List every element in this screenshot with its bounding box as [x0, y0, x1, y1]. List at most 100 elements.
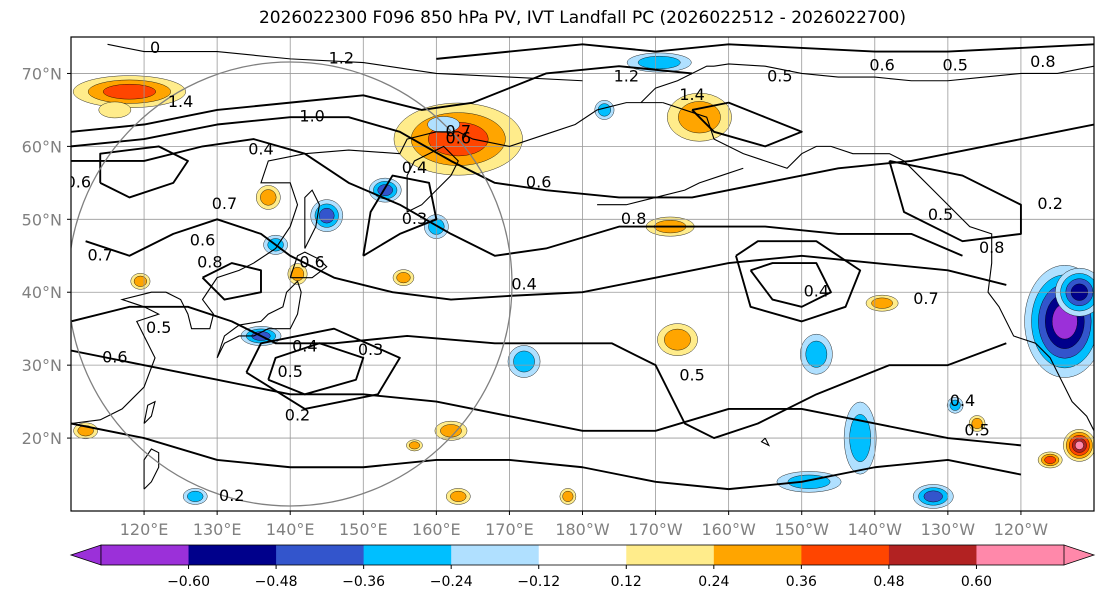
lon-tick-label: 120°E: [120, 520, 169, 539]
shaded-anomaly-23: [1037, 451, 1063, 469]
contour-label: 0.4: [804, 282, 829, 301]
contour-label: 0.4: [511, 274, 536, 293]
shade-level: [408, 441, 420, 450]
colorbar-segment: [538, 545, 627, 565]
contour-label: 0.5: [767, 67, 792, 86]
shade-level: [187, 490, 204, 502]
shade-level: [562, 490, 574, 502]
colorbar-segment: [363, 545, 452, 565]
pv-contour-line: [735, 240, 862, 323]
shade-level: [98, 101, 132, 119]
shaded-anomaly-28: [912, 484, 954, 509]
contour-label: 0.7: [212, 194, 237, 213]
shaded-anomaly-33: [968, 415, 986, 432]
pv-contour-line: [436, 43, 1094, 60]
contour-label: 1.4: [168, 92, 193, 111]
shade-level: [971, 418, 983, 429]
colorbar-tick-label: 0.48: [873, 574, 904, 590]
coastline: [662, 102, 1094, 432]
pv-contour-line: [201, 262, 262, 301]
contour-label: 1.0: [299, 107, 324, 126]
lon-tick-label: 170°E: [485, 520, 534, 539]
contour-label: 0.3: [402, 209, 427, 228]
colorbar-tick-label: −0.48: [255, 574, 298, 590]
contour-label: 0.6: [102, 347, 127, 366]
lon-tick-label: 150°W: [775, 520, 830, 539]
contour-label: 0.5: [146, 318, 171, 337]
pv-contour-line: [71, 116, 1094, 199]
contour-label: 0.8: [621, 209, 646, 228]
colorbar-segment: [888, 545, 977, 565]
contour-label: 0.4: [402, 158, 427, 177]
pv-contour-line: [749, 262, 832, 308]
shade-level: [103, 84, 156, 100]
contour-label: 0.5: [964, 420, 989, 439]
contour-label: 0.5: [277, 362, 302, 381]
shade-level: [871, 297, 893, 309]
lon-tick-label: 140°W: [848, 520, 903, 539]
shade-level: [637, 55, 681, 70]
lat-tick-label: 40°N: [22, 283, 62, 302]
lon-tick-label: 160°E: [412, 520, 461, 539]
colorbar-segment: [626, 545, 715, 565]
shaded-anomaly-18: [626, 52, 692, 73]
colorbar-tick-label: 0.12: [611, 574, 642, 590]
colorbar: −0.60 −0.48 −0.36 −0.24 −0.12 0.12 0.24 0.36 0.4…: [69, 544, 1096, 590]
shade-level: [133, 275, 147, 287]
shade-level: [319, 207, 335, 224]
contour-label: 0.6: [66, 172, 91, 191]
colorbar-segment: [976, 545, 1065, 565]
colorbar-segment: [801, 545, 890, 565]
shaded-anomaly-22: [1063, 429, 1094, 462]
shaded-anomaly-14: [865, 294, 899, 312]
shaded-anomaly-0: [72, 75, 186, 108]
colorbar-segment: [101, 545, 190, 565]
coastline: [597, 167, 744, 206]
contour-label: 1.4: [679, 85, 704, 104]
shaded-anomaly-8: [256, 185, 281, 210]
colorbar-tick-label: −0.60: [167, 574, 210, 590]
shaded-anomaly-3: [368, 177, 402, 203]
shaded-anomaly-15: [130, 273, 151, 290]
contour-labels: 01.21.41.00.40.60.70.60.7 0.8 0.60.40.30.6…: [66, 38, 1063, 505]
coastline: [760, 437, 771, 447]
coastline: [289, 251, 328, 279]
contour-label: 0.6: [299, 253, 324, 272]
coastline: [143, 400, 156, 424]
colorbar-tick-label: 0.60: [961, 574, 992, 590]
colorbar-tick-label: −0.36: [342, 574, 385, 590]
pv-contour-line: [71, 422, 1022, 491]
contour-label: 0.2: [285, 406, 310, 425]
coastline: [216, 280, 302, 359]
lon-tick-label: 170°W: [628, 520, 683, 539]
pv-contour-line: [71, 349, 1022, 447]
contour-label: 0.7: [88, 245, 113, 264]
contour-label: 0.6: [526, 172, 551, 191]
shade-level: [923, 490, 943, 503]
coastline: [640, 65, 715, 104]
lon-tick-label: 160°W: [701, 520, 756, 539]
contour-label: 0.4: [950, 391, 975, 410]
chart-title: 2026022300 F096 850 hPa PV, IVT Landfall…: [258, 8, 906, 28]
coastline: [143, 448, 160, 490]
shaded-anomaly-34: [946, 397, 964, 414]
shaded-anomaly-16: [392, 269, 415, 286]
colorbar-segment: [713, 545, 802, 565]
shaded-anomaly-35: [98, 101, 132, 119]
colorbar-outline: [100, 544, 1065, 566]
coastline: [107, 43, 583, 82]
shaded-anomaly-25: [406, 439, 423, 452]
shaded-anomaly-31: [182, 488, 208, 505]
shade-level: [260, 189, 277, 206]
colorbar-tick-label: −0.12: [517, 574, 560, 590]
contour-label: 0.5: [942, 56, 967, 75]
shade-level: [1074, 440, 1084, 450]
contour-label: 0.4: [248, 140, 273, 159]
shade-level: [949, 399, 961, 411]
shaded-anomaly-24: [434, 420, 468, 441]
contour-label: 0.2: [219, 486, 244, 505]
colorbar-segment: [276, 545, 365, 565]
pv-contour-line: [245, 327, 401, 410]
lon-tick-label: 140°E: [266, 520, 315, 539]
lat-tick-label: 30°N: [22, 356, 62, 375]
